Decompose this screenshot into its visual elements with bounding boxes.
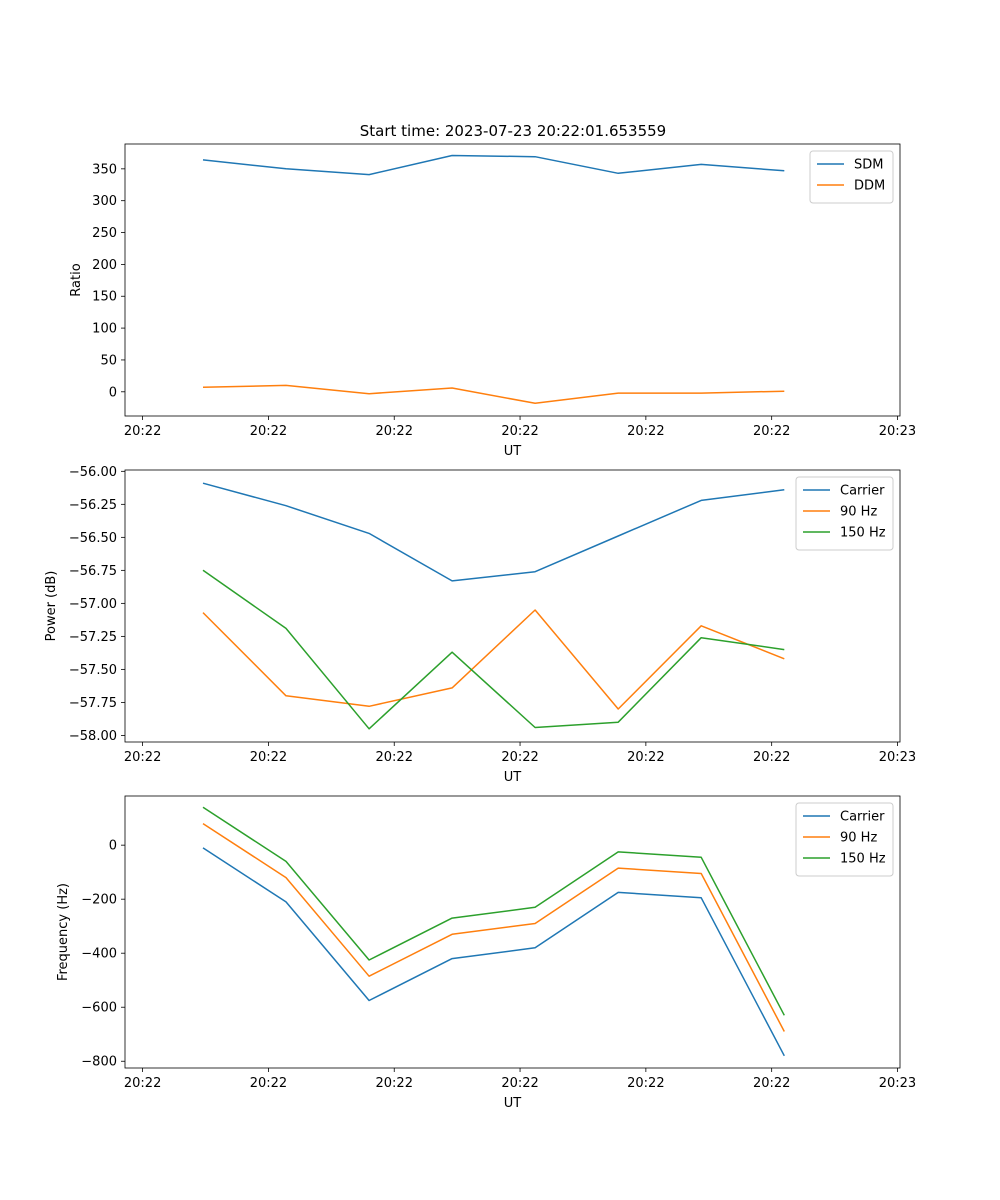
x-tick-label-2-2: 20:22 [250, 750, 287, 765]
x-tick-label-2-6: 20:22 [753, 750, 790, 765]
series-line-2-1 [202, 482, 785, 582]
y-tick-label-3-3: −400 [81, 947, 117, 962]
y-tick-label-1-6: 250 [92, 226, 117, 241]
x-axis-label-1: UT [504, 444, 522, 459]
y-tick-label-2-3: −57.50 [69, 663, 117, 678]
legend-label-1-2: DDM [854, 179, 885, 194]
y-tick-label-1-3: 100 [92, 322, 117, 337]
x-tick-label-2-7: 20:23 [879, 750, 916, 765]
y-tick-label-1-2: 50 [100, 353, 117, 368]
x-tick-label-3-3: 20:22 [376, 1076, 413, 1091]
x-tick-label-2-5: 20:22 [627, 750, 664, 765]
y-axis-label-2: Power (dB) [44, 571, 59, 642]
x-tick-label-3-4: 20:22 [501, 1076, 538, 1091]
subplot-3: 20:22 20:22 20:22 20:22 20:22 20:22 20:23 −800 −… [56, 795, 916, 1111]
series-line-1-1 [202, 154, 785, 176]
series-line-1-2 [202, 384, 785, 405]
y-tick-label-2-9: −56.00 [69, 465, 117, 480]
axes-frame-3 [124, 795, 901, 1069]
series-line-3-2 [202, 822, 785, 1032]
series-line-3-1 [202, 847, 785, 1057]
x-tick-label-2-4: 20:22 [501, 750, 538, 765]
y-tick-label-2-4: −57.25 [69, 630, 117, 645]
x-tick-label-1-5: 20:22 [627, 424, 664, 439]
series-line-3-3 [202, 806, 785, 1016]
series-line-2-2 [202, 609, 785, 710]
x-tick-label-3-2: 20:22 [250, 1076, 287, 1091]
y-tick-label-1-8: 350 [92, 162, 117, 177]
y-tick-label-1-7: 300 [92, 194, 117, 209]
y-tick-label-2-2: −57.75 [69, 696, 117, 711]
y-tick-label-3-5: 0 [109, 839, 117, 854]
legend-label-3-3: 150 Hz [840, 852, 886, 867]
x-tick-label-3-6: 20:22 [753, 1076, 790, 1091]
y-tick-label-2-5: −57.00 [69, 597, 117, 612]
y-tick-label-3-2: −600 [81, 1001, 117, 1016]
x-tick-label-1-3: 20:22 [376, 424, 413, 439]
y-tick-label-2-7: −56.50 [69, 531, 117, 546]
y-tick-label-3-4: −200 [81, 893, 117, 908]
x-tick-label-1-1: 20:22 [124, 424, 161, 439]
x-tick-label-3-5: 20:22 [627, 1076, 664, 1091]
legend-label-3-2: 90 Hz [840, 831, 877, 846]
y-tick-label-2-1: −58.00 [69, 729, 117, 744]
chart-title: Start time: 2023-07-23 20:22:01.653559 [360, 122, 666, 140]
y-tick-label-2-8: −56.25 [69, 498, 117, 513]
series-line-2-3 [202, 569, 785, 730]
x-tick-label-3-1: 20:22 [124, 1076, 161, 1091]
y-tick-label-1-1: 0 [109, 385, 117, 400]
legend-label-2-3: 150 Hz [840, 526, 886, 541]
y-tick-label-3-1: −800 [81, 1055, 117, 1070]
legend-label-1-1: SDM [854, 158, 883, 173]
y-tick-label-1-4: 150 [92, 290, 117, 305]
y-axis-label-1: Ratio [69, 263, 84, 296]
y-axis-label-3: Frequency (Hz) [56, 883, 71, 981]
legend-label-2-1: Carrier [840, 484, 885, 499]
legend-label-2-2: 90 Hz [840, 505, 877, 520]
x-tick-label-2-1: 20:22 [124, 750, 161, 765]
axes-frame-2 [124, 469, 901, 743]
x-tick-label-1-4: 20:22 [501, 424, 538, 439]
legend-label-3-1: Carrier [840, 810, 885, 825]
x-tick-label-3-7: 20:23 [879, 1076, 916, 1091]
subplot-2: 20:22 20:22 20:22 20:22 20:22 20:22 20:23 −58.0… [44, 465, 916, 785]
x-axis-label-2: UT [504, 770, 522, 785]
x-tick-label-1-7: 20:23 [879, 424, 916, 439]
y-tick-label-2-6: −56.75 [69, 564, 117, 579]
subplot-1: 20:22 20:22 20:22 20:22 20:22 20:22 20:23 0 50 10… [69, 143, 916, 459]
x-axis-label-3: UT [504, 1096, 522, 1111]
axes-frame-1 [124, 143, 901, 417]
x-tick-label-1-2: 20:22 [250, 424, 287, 439]
x-tick-label-2-3: 20:22 [376, 750, 413, 765]
y-tick-label-1-5: 200 [92, 258, 117, 273]
x-tick-label-1-6: 20:22 [753, 424, 790, 439]
